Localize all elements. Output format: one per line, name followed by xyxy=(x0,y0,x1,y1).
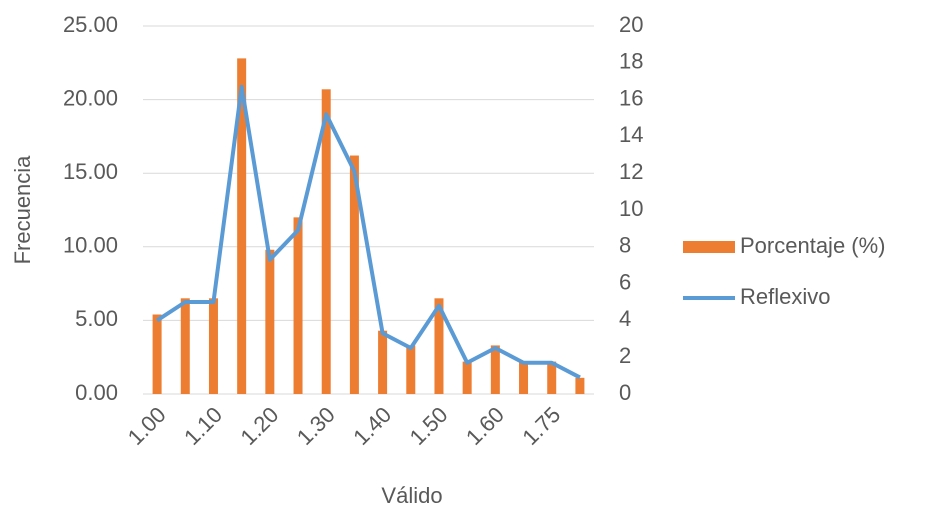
x-tick-label: 1.20 xyxy=(236,402,284,450)
y2-tick-label: 12 xyxy=(619,159,643,184)
x-axis-label: Válido xyxy=(381,483,442,508)
bar xyxy=(547,361,557,394)
y2-tick-label: 20 xyxy=(619,12,643,37)
x-tick-label: 1.00 xyxy=(123,402,171,450)
y2-tick-label: 10 xyxy=(619,196,643,221)
y-tick-label: 20.00 xyxy=(63,85,118,110)
bar xyxy=(378,330,388,394)
legend-label: Porcentaje (%) xyxy=(740,233,886,258)
x-tick-label: 1.75 xyxy=(517,402,565,450)
x-tick-label: 1.10 xyxy=(179,402,227,450)
y2-tick-label: 0 xyxy=(619,380,631,405)
bar xyxy=(237,58,247,394)
y2-tick-label: 18 xyxy=(619,49,643,74)
y-tick-label: 15.00 xyxy=(63,159,118,184)
bar xyxy=(434,298,444,394)
y-tick-label: 5.00 xyxy=(75,306,118,331)
line xyxy=(156,84,581,380)
y2-tick-label: 8 xyxy=(619,233,631,258)
bar xyxy=(180,298,190,394)
y2-tick-label: 4 xyxy=(619,306,631,331)
bar xyxy=(208,298,218,394)
y-tick-label: 25.00 xyxy=(63,12,118,37)
y2-tick-label: 14 xyxy=(619,122,643,147)
bar xyxy=(575,377,585,394)
y-tick-label: 10.00 xyxy=(63,233,118,258)
bar xyxy=(152,314,162,394)
bar xyxy=(462,361,472,394)
y2-tick-label: 2 xyxy=(619,343,631,368)
y2-tick-label: 16 xyxy=(619,85,643,110)
x-tick-label: 1.60 xyxy=(461,402,509,450)
y2-tick-label: 6 xyxy=(619,269,631,294)
bar xyxy=(321,89,331,395)
bar xyxy=(265,249,275,394)
bar xyxy=(490,345,500,394)
legend-swatch xyxy=(683,241,735,253)
bar xyxy=(406,345,416,394)
bar xyxy=(349,155,359,394)
x-tick-label: 1.50 xyxy=(405,402,453,450)
x-tick-label: 1.40 xyxy=(348,402,396,450)
bar xyxy=(293,217,303,394)
legend-label: Reflexivo xyxy=(740,284,830,309)
x-tick-label: 1.30 xyxy=(292,402,340,450)
bar xyxy=(519,361,529,394)
y-tick-label: 0.00 xyxy=(75,380,118,405)
y-axis-label: Frecuencia xyxy=(10,155,35,265)
